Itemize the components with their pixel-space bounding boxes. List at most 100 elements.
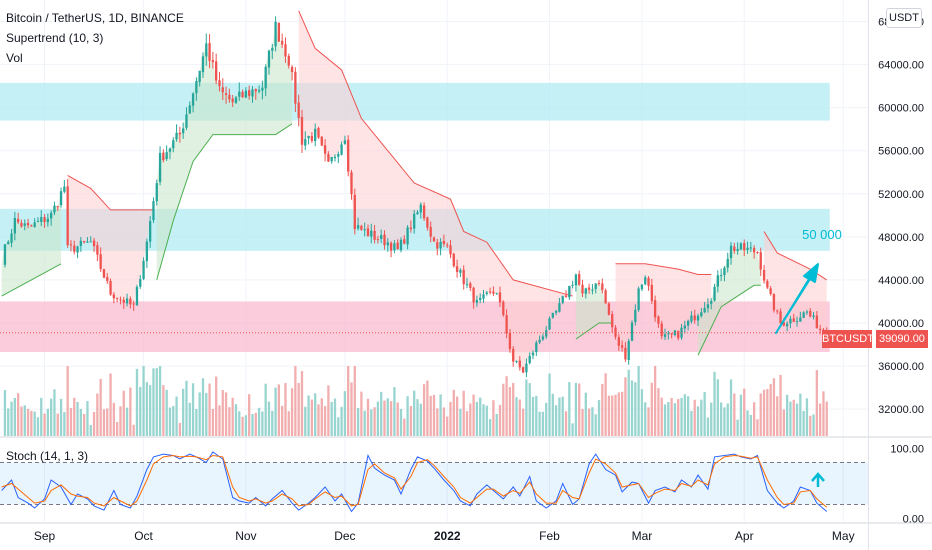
volume-bar (538, 411, 541, 436)
candle-body (40, 217, 43, 222)
volume-indicator-label[interactable]: Vol (6, 51, 23, 65)
volume-bar (129, 387, 132, 436)
volume-bar (353, 366, 356, 436)
volume-bar (297, 382, 300, 436)
volume-bar (505, 376, 508, 436)
volume-bar (624, 377, 627, 436)
price-axis-tick-label: 56000.00 (878, 146, 924, 158)
volume-bar (314, 393, 317, 436)
volume-bar (525, 379, 528, 436)
candle-body (350, 172, 353, 195)
supertrend-fill-down (764, 231, 827, 333)
candle-body (693, 315, 696, 321)
volume-bar (416, 399, 419, 436)
volume-bar (743, 388, 746, 436)
candle-body (16, 218, 20, 223)
candle-body (403, 239, 406, 244)
volume-bar (231, 397, 234, 436)
candle-body (663, 334, 667, 337)
price-axis-tick-label: 44000.00 (878, 275, 924, 287)
candle-body (525, 363, 528, 373)
candle-body (409, 227, 413, 230)
candle-body (333, 156, 337, 159)
volume-bar (782, 409, 785, 436)
candle-body (809, 310, 812, 317)
volume-bar (284, 383, 287, 436)
candle-body (205, 43, 208, 57)
candle-body (244, 90, 248, 98)
volume-bar (23, 405, 26, 436)
candle-body (251, 89, 254, 97)
candle-body (485, 292, 488, 295)
volume-bar (779, 374, 782, 436)
volume-bar (739, 394, 743, 436)
candle-body (739, 243, 743, 250)
volume-bar (571, 423, 574, 436)
price-axis-tick-label: 52000.00 (878, 189, 924, 201)
candle-body (69, 244, 73, 246)
volume-bar (488, 419, 492, 436)
candle-body (594, 283, 597, 289)
volume-bar (541, 411, 545, 436)
volume-bar (185, 380, 188, 436)
candle-body (284, 44, 287, 57)
candle-body (795, 321, 799, 323)
volume-bar (713, 371, 716, 436)
candle-body (541, 336, 545, 340)
candle-body (356, 225, 360, 229)
candle-body (281, 40, 284, 45)
supertrend-fill-up (156, 21, 293, 280)
stoch-up-arrow-icon (811, 472, 825, 487)
candle-body (386, 242, 389, 246)
candle-body (373, 230, 376, 240)
candle-body (508, 333, 512, 350)
stochastic-indicator-label[interactable]: Stoch (14, 1, 3) (6, 449, 89, 463)
volume-bar (399, 408, 403, 436)
supertrend-indicator-label[interactable]: Supertrend (10, 3) (6, 31, 104, 45)
volume-bar (386, 398, 389, 436)
volume-bar (703, 392, 706, 436)
stoch-line-orange (1, 454, 828, 508)
candle-body (611, 314, 614, 328)
candle-body (122, 299, 125, 303)
candle-body (564, 295, 568, 297)
volume-bar (469, 403, 472, 436)
candle-body (330, 156, 333, 162)
candle-body (380, 235, 383, 239)
candle-body (479, 297, 482, 301)
candle-body (125, 298, 129, 304)
candle-body (320, 136, 323, 146)
volume-bar (360, 391, 363, 436)
volume-bar (46, 408, 50, 436)
volume-bar (26, 408, 30, 436)
volume-bar (657, 388, 660, 436)
volume-bar (373, 407, 376, 436)
volume-bar (274, 387, 277, 436)
supertrend-line-down (615, 263, 712, 276)
volume-bar (267, 401, 271, 436)
volume-bar (719, 402, 723, 436)
candle-body (442, 240, 446, 245)
candle-body (178, 132, 182, 135)
supertrend-fill-down (67, 175, 154, 305)
candle-body (307, 135, 310, 139)
volume-bar (307, 395, 310, 436)
volume-bar (812, 414, 815, 436)
candle-body (109, 280, 112, 295)
volume-bar (564, 411, 568, 436)
volume-bar (53, 389, 56, 436)
candle-body (33, 222, 36, 227)
candle-body (73, 245, 76, 252)
volume-bar (356, 408, 360, 436)
currency-button[interactable]: USDT (886, 8, 922, 28)
candle-body (670, 333, 673, 335)
candle-body (231, 98, 234, 103)
volume-bar (102, 409, 106, 436)
candle-body (304, 139, 307, 146)
volume-bar (333, 398, 337, 436)
candle-body (327, 154, 330, 162)
candle-body (647, 278, 650, 286)
candle-body (802, 312, 805, 318)
volume-bar (611, 395, 614, 436)
volume-bar (568, 382, 571, 436)
